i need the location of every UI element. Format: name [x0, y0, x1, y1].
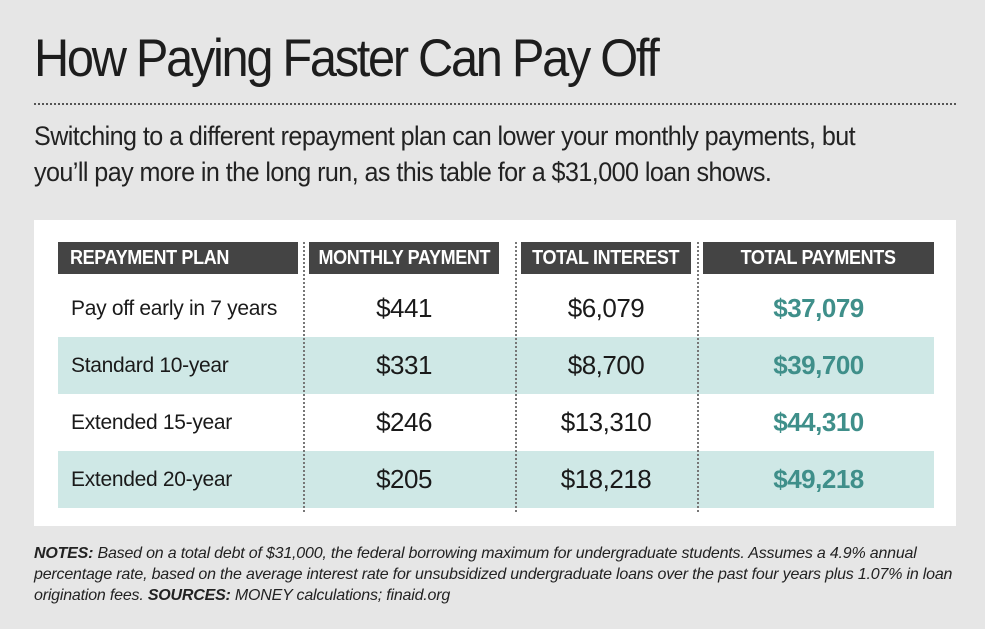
column-separator	[515, 242, 517, 512]
plan-cell: Extended 15-year	[71, 411, 232, 434]
header-total-interest: TOTAL INTEREST	[521, 242, 691, 274]
notes-text: Based on a total debt of $31,000, the fe…	[34, 545, 953, 604]
total-interest-cell: $8,700	[567, 350, 645, 380]
column-separator	[303, 242, 305, 512]
total-interest-cell: $18,218	[560, 464, 652, 494]
plan-cell: Pay off early in 7 years	[71, 297, 278, 320]
total-payments-cell: $37,079	[773, 293, 864, 323]
table-row: Extended 15-year $246 $13,310 $44,310	[58, 394, 934, 451]
table-row: Pay off early in 7 years $441 $6,079 $37…	[58, 280, 934, 337]
plan-cell: Standard 10-year	[71, 354, 229, 377]
sources-label: SOURCES:	[147, 587, 231, 604]
table-row: Standard 10-year $331 $8,700 $39,700	[58, 337, 934, 394]
subtitle: Switching to a different repayment plan …	[34, 121, 856, 187]
monthly-payment-cell: $331	[376, 350, 432, 380]
monthly-payment-cell: $441	[376, 293, 432, 323]
header-repayment-plan: REPAYMENT PLAN	[58, 242, 298, 274]
total-interest-cell: $6,079	[567, 293, 645, 323]
sources-text: MONEY calculations; finaid.org	[230, 587, 451, 604]
table-row: Extended 20-year $205 $18,218 $49,218	[58, 451, 934, 508]
page-title: How Paying Faster Can Pay Off	[34, 29, 660, 88]
plan-cell: Extended 20-year	[71, 468, 232, 491]
total-payments-cell: $49,218	[773, 464, 864, 494]
column-separator	[697, 242, 699, 512]
header-total-payments: TOTAL PAYMENTS	[703, 242, 934, 274]
header-monthly-payment: MONTHLY PAYMENT	[309, 242, 499, 274]
notes-label: NOTES:	[34, 545, 94, 562]
dotted-divider	[34, 103, 956, 105]
total-interest-cell: $13,310	[560, 407, 652, 437]
total-payments-cell: $39,700	[773, 350, 864, 380]
monthly-payment-cell: $246	[376, 407, 432, 437]
total-payments-cell: $44,310	[773, 407, 864, 437]
table-panel: REPAYMENT PLAN MONTHLY PAYMENT TOTAL INT…	[34, 220, 956, 526]
footnotes: NOTES: Based on a total debt of $31,000,…	[34, 543, 964, 606]
monthly-payment-cell: $205	[376, 464, 432, 494]
